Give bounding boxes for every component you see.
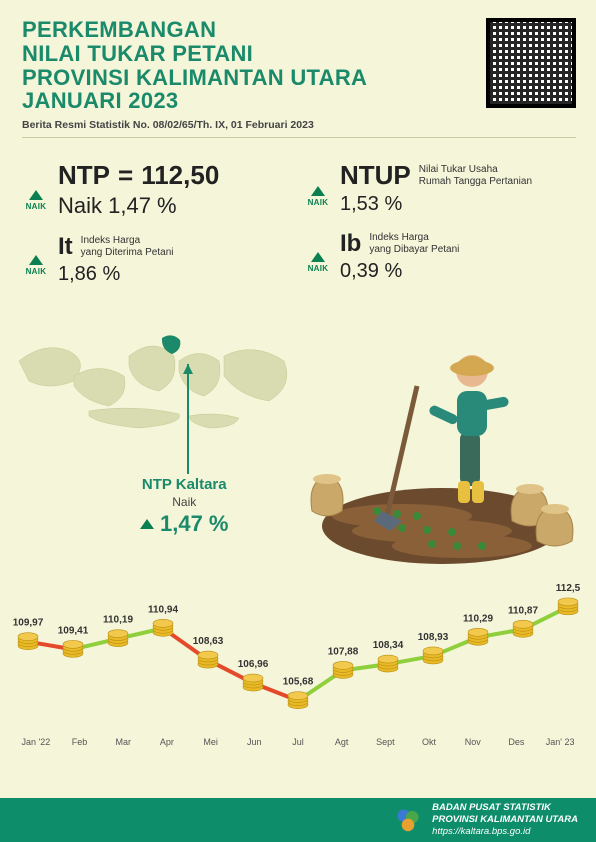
callout-title: NTP Kaltara [140,476,229,493]
svg-text:110,94: 110,94 [148,604,178,615]
ntp-value: 112,50 [141,160,219,191]
svg-text:108,63: 108,63 [193,636,224,647]
footer-url: https://kaltara.bps.go.id [432,826,578,838]
svg-text:110,19: 110,19 [103,615,133,626]
ib-label: Ib [340,230,361,258]
ib-pct: 0,39 % [340,260,459,283]
x-axis-label: Agt [320,737,364,747]
svg-text:108,93: 108,93 [418,632,449,643]
it-desc-1: Indeks Harga [81,235,174,247]
stat-ntp: NAIK NTP = 112,50 Naik 1,47 % [24,160,290,219]
svg-text:110,29: 110,29 [463,613,493,624]
x-axis-label: Jan '22 [14,737,58,747]
it-label: It [58,233,73,261]
stat-ib: NAIK Ib Indeks Harga yang Dibayar Petani… [306,230,572,283]
x-axis-label: Mei [189,737,233,747]
stats-col-left: NAIK NTP = 112,50 Naik 1,47 % NAIK It [24,160,290,300]
equals: = [118,160,133,191]
it-desc-2: yang Diterima Petani [81,247,174,259]
callout-pct: 1,47 % [140,511,229,537]
arrow-up-icon: NAIK [24,233,48,276]
stats-col-right: NAIK NTUP Nilai Tukar Usaha Rumah Tangga… [306,160,572,300]
chart-svg: 109,97 109,41 110,19 110,94 108,63 106,9 [10,578,586,728]
svg-text:109,41: 109,41 [58,625,89,636]
svg-text:106,96: 106,96 [238,659,269,670]
x-axis-label: Jun [232,737,276,747]
x-axis-label: Des [495,737,539,747]
svg-text:109,97: 109,97 [13,618,44,629]
stat-ntup: NAIK NTUP Nilai Tukar Usaha Rumah Tangga… [306,160,572,216]
divider [22,137,576,138]
ntup-desc-1: Nilai Tukar Usaha [419,164,532,176]
header: PERKEMBANGAN NILAI TUKAR PETANI PROVINSI… [0,0,596,160]
ntup-label: NTUP [340,160,411,191]
illustration-area: NTP Kaltara Naik 1,47 % [0,306,596,586]
indonesia-map [14,306,304,456]
x-axis-label: Nov [451,737,495,747]
farmer-illustration [282,316,582,576]
callout-arrow-icon [178,364,198,484]
svg-text:107,88: 107,88 [328,646,359,657]
x-axis-label: Apr [145,737,189,747]
arrow-up-icon: NAIK [306,160,330,207]
callout-sub: Naik [140,495,229,509]
svg-text:112,5: 112,5 [556,583,581,594]
x-axis-label: Okt [407,737,451,747]
arrow-up-icon [140,519,154,529]
chart-x-axis: Jan '22FebMarAprMeiJunJulAgtSeptOktNovDe… [10,737,586,747]
qr-code [486,18,576,108]
svg-text:105,68: 105,68 [283,677,314,688]
line-chart: 109,97 109,41 110,19 110,94 108,63 106,9 [10,578,586,778]
x-axis-label: Jan' 23 [538,737,582,747]
stats-grid: NAIK NTP = 112,50 Naik 1,47 % NAIK It [0,160,596,300]
footer: BADAN PUSAT STATISTIK PROVINSI KALIMANTA… [0,798,596,842]
bps-logo-icon [394,806,422,834]
x-axis-label: Jul [276,737,320,747]
footer-text: BADAN PUSAT STATISTIK PROVINSI KALIMANTA… [432,802,578,838]
ib-desc-1: Indeks Harga [369,232,459,244]
map-callout: NTP Kaltara Naik 1,47 % [140,476,229,537]
ntp-change: Naik 1,47 % [58,193,219,219]
arrow-up-icon: NAIK [306,230,330,273]
footer-line-1: BADAN PUSAT STATISTIK [432,802,578,814]
arrow-up-icon: NAIK [24,160,48,211]
footer-line-2: PROVINSI KALIMANTAN UTARA [432,814,578,826]
x-axis-label: Sept [364,737,408,747]
ib-desc-2: yang Dibayar Petani [369,244,459,256]
x-axis-label: Mar [101,737,145,747]
it-pct: 1,86 % [58,263,174,286]
ntup-desc-2: Rumah Tangga Pertanian [419,176,532,188]
svg-text:108,34: 108,34 [373,640,404,651]
svg-text:110,87: 110,87 [508,605,538,616]
x-axis-label: Feb [58,737,102,747]
stat-it: NAIK It Indeks Harga yang Diterima Petan… [24,233,290,286]
ntp-label: NTP [58,160,110,191]
subtitle: Berita Resmi Statistik No. 08/02/65/Th. … [22,119,576,131]
ntup-pct: 1,53 % [340,193,532,216]
